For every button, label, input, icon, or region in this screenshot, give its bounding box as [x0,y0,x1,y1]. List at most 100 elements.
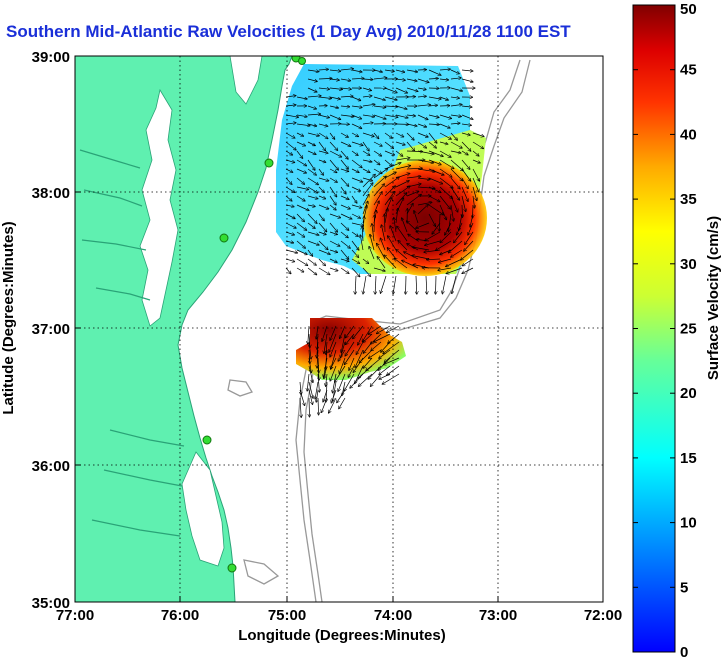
velocity-arrow [462,204,463,217]
velocity-arrow [296,150,303,158]
velocity-arrow [459,213,463,230]
velocity-arrow [285,258,295,262]
velocity-arrow [373,184,384,197]
velocity-arrow [379,365,391,375]
velocity-arrow [329,195,336,205]
velocity-arrow [351,258,360,263]
velocity-arrow [307,141,315,146]
velocity-arrow [351,114,361,119]
station-marker [202,435,212,445]
velocity-arrow [425,231,441,241]
velocity-arrow [351,231,358,236]
velocity-arrow [473,195,475,208]
velocity-arrow [362,194,369,206]
velocity-arrow [428,213,436,226]
velocity-arrow [428,168,444,175]
velocity-arrow [406,176,421,178]
velocity-arrow [370,235,375,251]
velocity-arrow [362,132,374,136]
velocity-arrow [442,275,447,294]
velocity-arrow [461,114,473,119]
velocity-arrow [461,124,471,125]
velocity-arrow [406,123,417,126]
map-title: Southern Mid-Atlantic Raw Velocities (1 … [6,22,571,41]
velocity-arrow [450,115,461,117]
velocity-arrow [368,365,382,379]
velocity-arrow [340,267,349,273]
velocity-arrow [398,241,408,251]
velocity-arrow [318,123,328,126]
velocity-arrow [318,231,326,235]
velocity-arrow [388,333,400,343]
velocity-arrow [363,357,373,368]
pamlico-sound [181,451,225,567]
velocity-arrow [417,141,426,148]
velocity-arrow [428,96,441,99]
velocity-arrow [461,177,468,189]
velocity-arrow [384,186,395,197]
velocity-arrow [371,373,382,386]
velocity-arrow [362,123,373,124]
velocity-arrow [358,333,364,345]
velocity-arrow [340,177,349,186]
velocity-arrow [307,96,321,97]
velocity-arrow [340,96,353,97]
velocity-arrow [373,192,382,206]
velocity-arrow [340,325,346,338]
velocity-arrow [333,373,337,393]
station-marker [298,57,306,65]
velocity-arrow [355,275,356,294]
velocity-arrow [329,168,337,173]
velocity-arrow [318,150,328,153]
velocity-arrow [285,123,296,124]
velocity-arrow [307,177,318,185]
velocity-arrow [360,235,364,251]
velocity-arrow [338,373,346,391]
y-axis-label: Latitude (Degrees:Minutes) [0,221,17,414]
velocity-arrow [330,325,337,340]
velocity-arrow [395,158,410,161]
velocity-arrow [358,365,373,378]
velocity-arrow [296,258,308,265]
colorbar-tick-label: 45 [680,62,697,79]
velocity-arrow [362,174,375,188]
velocity-arrow [371,341,382,351]
velocity-arrow [428,69,441,75]
velocity-arrow [285,105,296,106]
velocity-arrow [450,159,463,171]
velocity-arrow [395,209,398,224]
velocity-arrow [417,123,426,127]
velocity-arrow [440,231,452,243]
velocity-arrow [329,177,337,182]
colorbar-tick-label: 50 [680,1,697,18]
velocity-arrow [395,181,409,188]
velocity-arrow [461,106,472,107]
velocity-arrow [318,159,326,162]
grid-lines [75,56,603,602]
velocity-arrow [417,105,430,106]
chesapeake-bay [139,88,179,327]
velocity-arrow [307,222,315,228]
velocity-arrow [461,159,470,169]
velocity-arrow [344,349,355,365]
velocity-arrow [340,258,349,261]
velocity-arrow [308,357,311,373]
velocity-arrow [351,132,358,137]
velocity-arrow [439,195,450,209]
velocity-arrow [285,141,296,150]
velocity-arrow [329,106,338,108]
velocity-arrow [382,373,400,384]
velocity-arrow [307,114,321,115]
velocity-arrow [318,365,319,380]
velocity-arrow [348,365,355,377]
velocity-arrow [395,69,405,72]
velocity-arrow [428,105,437,106]
velocity-arrow [388,236,397,251]
velocity-arrow [428,186,441,192]
velocity-arrow [375,275,376,294]
velocity-arrow [351,177,363,182]
velocity-arrow [315,381,319,399]
velocity-arrow [339,357,346,373]
velocity-arrow [340,168,349,171]
velocity-arrow [406,275,407,294]
